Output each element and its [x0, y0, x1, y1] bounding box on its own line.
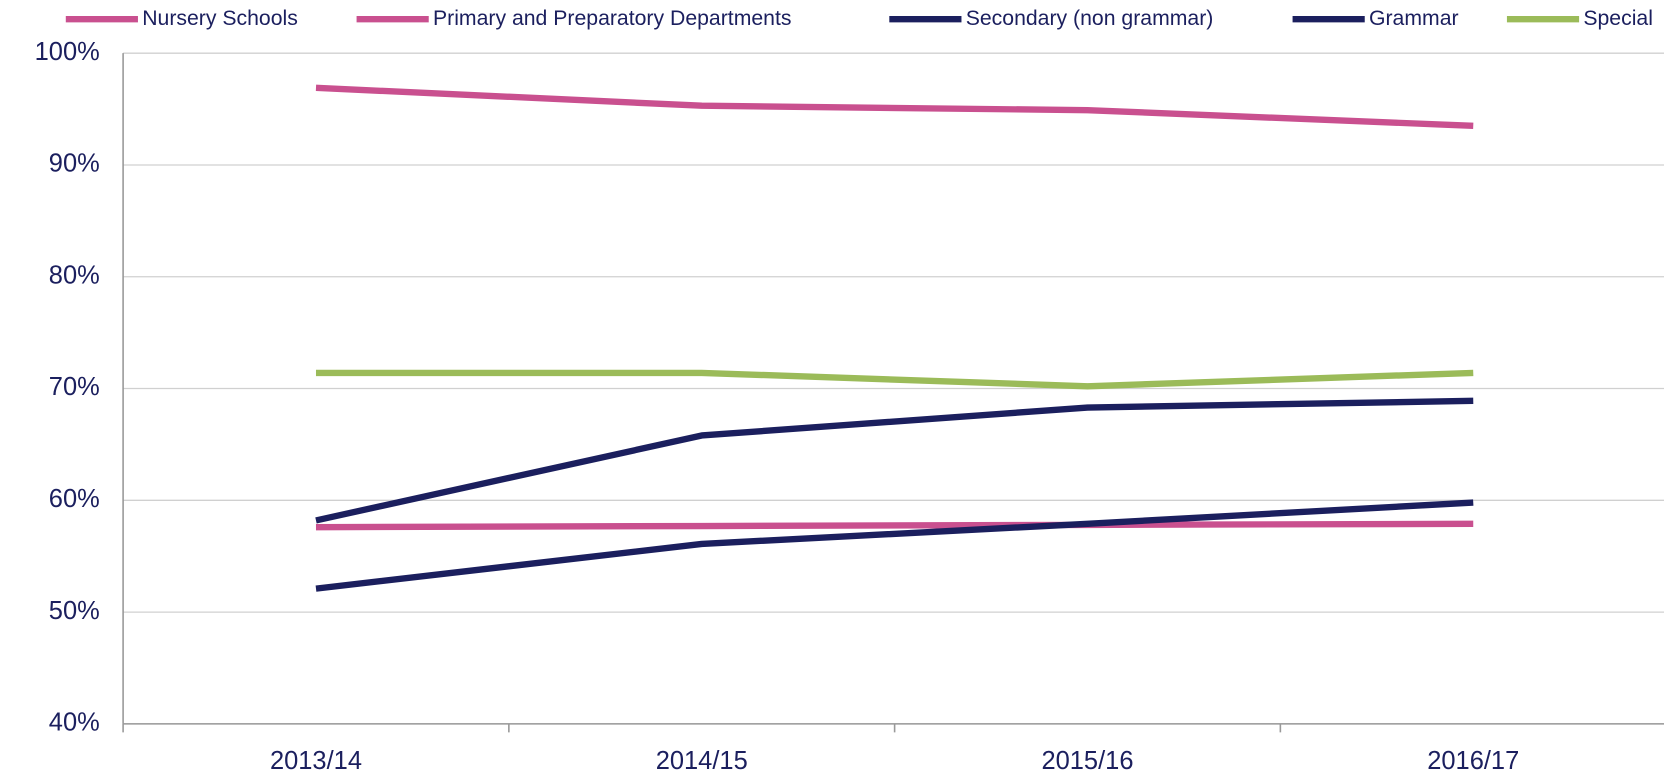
x-tick-label: 2015/16 — [1041, 747, 1133, 775]
x-tick-label: 2014/15 — [656, 747, 748, 775]
y-tick-label: 100% — [35, 38, 100, 66]
legend-label: Nursery Schools — [142, 7, 298, 30]
y-tick-label: 70% — [49, 373, 100, 401]
y-tick-label: 50% — [49, 597, 100, 625]
legend-label: Grammar — [1369, 7, 1459, 30]
series-line — [315, 369, 1474, 390]
series-line — [315, 499, 1474, 592]
legend-label: Secondary (non grammar) — [966, 7, 1214, 30]
series-line — [315, 84, 1474, 130]
x-tick-label: 2013/14 — [270, 747, 362, 775]
y-tick-label: 80% — [49, 261, 100, 289]
y-tick-label: 90% — [49, 150, 100, 178]
series-line — [315, 520, 1474, 531]
legend-label: Primary and Preparatory Departments — [433, 7, 792, 30]
legend-label: Special — [1583, 7, 1653, 30]
y-tick-label: 60% — [49, 485, 100, 513]
series-line — [315, 397, 1474, 524]
y-tick-label: 40% — [49, 709, 100, 737]
x-tick-label: 2016/17 — [1427, 747, 1519, 775]
